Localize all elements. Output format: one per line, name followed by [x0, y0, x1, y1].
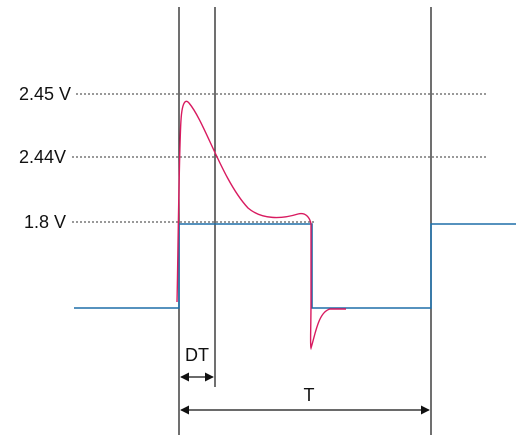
overshoot-signal-trace — [176, 100, 346, 351]
level-1-8v-label: 1.8 V — [24, 212, 66, 232]
dt-interval-label: DT — [185, 345, 209, 365]
ideal-signal-trace — [74, 223, 516, 309]
level-2-44v-label: 2.44V — [19, 147, 66, 167]
period-label: T — [304, 385, 315, 405]
level-2-45v-label: 2.45 V — [19, 84, 71, 104]
